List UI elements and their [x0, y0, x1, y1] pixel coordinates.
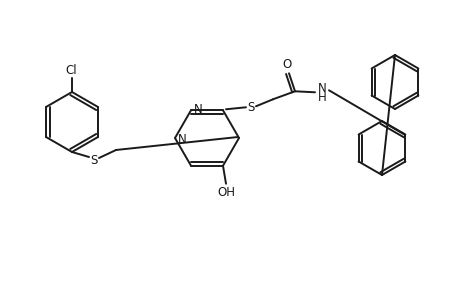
Text: Cl: Cl [65, 64, 77, 76]
Text: OH: OH [217, 186, 235, 199]
Text: O: O [282, 58, 291, 71]
Text: N: N [177, 133, 186, 146]
Text: S: S [247, 101, 254, 114]
Text: N: N [193, 103, 202, 116]
Text: H: H [317, 91, 326, 104]
Text: N: N [317, 82, 326, 95]
Text: S: S [90, 154, 97, 166]
